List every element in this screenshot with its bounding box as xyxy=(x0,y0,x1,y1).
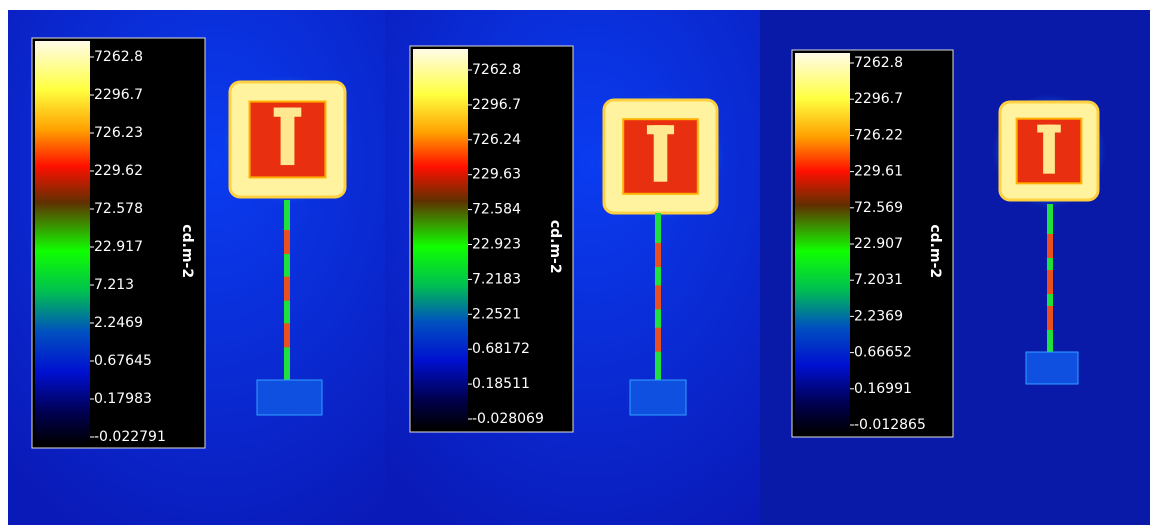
unit-label: cd.m-2 xyxy=(927,224,943,278)
scale-label: 2.2469 xyxy=(94,315,143,331)
pole-band xyxy=(655,328,661,352)
scale-label: 22.907 xyxy=(854,236,903,252)
pole-band xyxy=(1047,270,1053,294)
scale-label: 0.66652 xyxy=(854,345,912,361)
pole-band xyxy=(655,243,661,267)
pole-band xyxy=(1047,234,1053,258)
pole-band xyxy=(655,285,661,309)
scale-label: -0.022791 xyxy=(94,429,166,445)
scale-label: 0.17983 xyxy=(94,391,152,407)
scale-label: 2296.7 xyxy=(854,91,903,107)
sign-symbol-stem xyxy=(654,125,668,181)
scale-label: 7.2031 xyxy=(854,272,903,288)
base xyxy=(257,380,322,415)
scale-label: 726.22 xyxy=(854,127,903,143)
scale-label: 72.584 xyxy=(472,202,521,218)
scale-label: 726.24 xyxy=(472,132,521,148)
scale-label: 0.18511 xyxy=(472,376,530,392)
unit-label: cd.m-2 xyxy=(547,220,563,274)
pole-band xyxy=(284,323,290,347)
base xyxy=(1026,352,1078,384)
scale-label: 0.16991 xyxy=(854,381,912,397)
scale-label: 7.213 xyxy=(94,277,134,293)
scale-label: 2296.7 xyxy=(94,87,143,103)
scale-label: 2.2521 xyxy=(472,306,521,322)
scale-label: -0.012865 xyxy=(854,417,926,433)
scale-label: 726.23 xyxy=(94,125,143,141)
scale-label: 0.68172 xyxy=(472,341,530,357)
unit-label: cd.m-2 xyxy=(179,224,195,278)
sign-symbol-stem xyxy=(1043,125,1055,174)
pole-band xyxy=(284,230,290,254)
colorbar xyxy=(413,49,468,429)
scale-label: 229.61 xyxy=(854,164,903,180)
scale-label: 72.569 xyxy=(854,200,903,216)
scale-label: 7262.8 xyxy=(472,62,521,78)
scale-label: 72.578 xyxy=(94,201,143,217)
scale-label: 7262.8 xyxy=(94,49,143,65)
scale-label: 2.2369 xyxy=(854,308,903,324)
luminance-image: 7262.8 2296.7 726.23 229.62 72.578 22.917 7.21… xyxy=(0,0,1156,525)
scale-label: 2296.7 xyxy=(472,97,521,113)
scale-label: 7262.8 xyxy=(854,55,903,71)
pole-band xyxy=(1047,306,1053,330)
colorbar xyxy=(35,41,90,445)
scale-label: 229.62 xyxy=(94,163,143,179)
scale-label: 22.923 xyxy=(472,237,521,253)
scale-label: 229.63 xyxy=(472,167,521,183)
scale-label: 0.67645 xyxy=(94,353,152,369)
scale-label: 22.917 xyxy=(94,239,143,255)
scale-label: 7.2183 xyxy=(472,271,521,287)
colorbar xyxy=(795,53,850,434)
pole-band xyxy=(284,277,290,301)
base xyxy=(630,380,686,415)
sign-symbol-stem xyxy=(281,108,295,166)
scale-label: -0.028069 xyxy=(472,411,544,427)
